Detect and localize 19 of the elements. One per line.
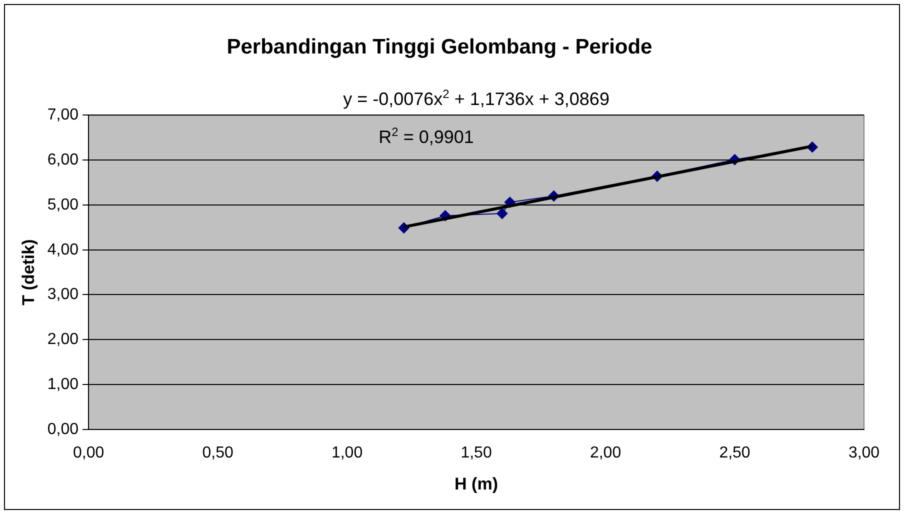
x-tick-label: 2,50 [719, 444, 750, 462]
x-tick-label: 1,50 [460, 444, 492, 462]
x-tick-label: 0,50 [202, 444, 234, 462]
y-tick-label: 6,00 [47, 151, 79, 168]
y-tick-label: 0,00 [47, 420, 79, 438]
y-tick-label: 1,00 [47, 376, 79, 393]
chart-title: Perbandingan Tinggi Gelombang - Periode [226, 35, 652, 58]
x-tick-label: 2,00 [590, 444, 622, 462]
y-tick-label: 2,00 [47, 331, 79, 348]
x-tick-label: 3,00 [848, 444, 880, 462]
y-tick-label: 7,00 [47, 106, 79, 124]
y-tick-label: 4,00 [47, 241, 79, 258]
y-axis-title: T (detik) [18, 239, 38, 306]
x-axis-title: H (m) [454, 474, 498, 494]
x-tick-label: 1,00 [331, 444, 363, 462]
point [496, 208, 508, 219]
y-tick-label: 5,00 [47, 196, 79, 214]
x-tick-label: 0,00 [72, 444, 104, 462]
y-tick-label: 3,00 [47, 286, 79, 304]
